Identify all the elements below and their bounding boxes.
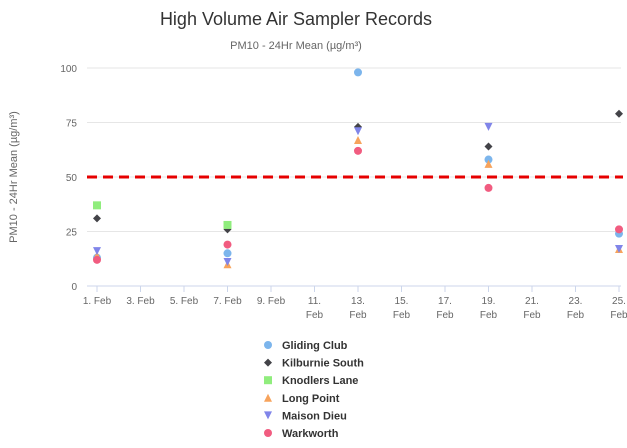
y-tick-label: 100 bbox=[60, 64, 77, 75]
legend[interactable]: Gliding Club Kilburnie South Knodlers Lane… bbox=[264, 340, 364, 440]
x-tick-label: 25. Feb bbox=[610, 296, 627, 321]
x-tick-label: 17. Feb bbox=[436, 296, 454, 321]
data-point-warkworth[interactable] bbox=[223, 240, 232, 249]
y-tick-label: 50 bbox=[66, 173, 78, 184]
legend-symbol-long-point bbox=[264, 393, 272, 402]
series-knodlers-lane bbox=[93, 201, 232, 229]
x-tick-label: 11. Feb bbox=[306, 296, 324, 321]
legend-label-gliding-club: Gliding Club bbox=[282, 340, 348, 352]
series-kilburnie-south bbox=[93, 109, 623, 234]
chart-subtitle: PM10 - 24Hr Mean (µg/m³) bbox=[230, 40, 362, 52]
data-point-warkworth[interactable] bbox=[93, 255, 101, 264]
data-point-gliding-club[interactable] bbox=[354, 68, 362, 77]
legend-label-long-point: Long Point bbox=[282, 393, 340, 405]
data-point-gliding-club[interactable] bbox=[484, 155, 493, 164]
legend-symbol-kilburnie-south bbox=[264, 358, 272, 367]
legend-label-maison-dieu: Maison Dieu bbox=[282, 410, 347, 422]
x-tick-label: 3. Feb bbox=[126, 296, 155, 307]
data-point-gliding-club[interactable] bbox=[223, 249, 232, 258]
data-point-maison-dieu[interactable] bbox=[354, 127, 362, 136]
x-tick-label: 13. Feb bbox=[349, 296, 367, 321]
x-tick-label: 23. Feb bbox=[567, 296, 585, 321]
legend-label-knodlers-lane: Knodlers Lane bbox=[282, 375, 358, 387]
data-point-kilburnie-south[interactable] bbox=[615, 109, 623, 118]
series-long-point bbox=[93, 135, 623, 269]
series-gliding-club bbox=[93, 68, 623, 262]
data-point-maison-dieu[interactable] bbox=[223, 258, 232, 267]
data-point-long-point[interactable] bbox=[484, 159, 493, 168]
x-tick-label: 7. Feb bbox=[213, 296, 242, 307]
legend-symbol-maison-dieu bbox=[264, 411, 272, 420]
data-point-warkworth[interactable] bbox=[484, 183, 493, 192]
x-tick-label: 5. Feb bbox=[170, 296, 199, 307]
data-point-maison-dieu[interactable] bbox=[93, 247, 101, 256]
data-point-knodlers-lane[interactable] bbox=[93, 201, 101, 210]
axes: 0 25 50 75 100 1. Feb 3. Feb 5. Feb 7. Feb 9. Feb… bbox=[60, 64, 627, 321]
y-tick-label: 75 bbox=[66, 119, 78, 130]
legend-item-maison-dieu[interactable]: Maison Dieu bbox=[264, 410, 347, 422]
x-tick-label: 19. Feb bbox=[480, 296, 498, 321]
legend-item-long-point[interactable]: Long Point bbox=[264, 393, 340, 405]
x-tick-label: 15. Feb bbox=[393, 296, 411, 321]
grid-lines bbox=[87, 67, 621, 232]
x-tick-label: 21. Feb bbox=[523, 296, 541, 321]
data-point-kilburnie-south[interactable] bbox=[484, 142, 493, 151]
chart-title: High Volume Air Sampler Records bbox=[160, 9, 432, 29]
series-warkworth bbox=[93, 146, 623, 264]
data-point-kilburnie-south[interactable] bbox=[93, 214, 101, 223]
legend-label-kilburnie-south: Kilburnie South bbox=[282, 358, 364, 370]
series-maison-dieu bbox=[93, 122, 623, 267]
legend-symbol-knodlers-lane bbox=[264, 376, 272, 385]
y-tick-label: 25 bbox=[66, 228, 78, 239]
data-point-knodlers-lane[interactable] bbox=[223, 220, 232, 229]
y-tick-label: 0 bbox=[71, 282, 77, 293]
legend-item-knodlers-lane[interactable]: Knodlers Lane bbox=[264, 375, 358, 387]
data-point-maison-dieu[interactable] bbox=[615, 244, 623, 253]
legend-label-warkworth: Warkworth bbox=[282, 428, 339, 440]
data-point-warkworth[interactable] bbox=[354, 146, 362, 155]
data-points bbox=[93, 68, 623, 269]
data-point-long-point[interactable] bbox=[354, 135, 362, 144]
data-point-warkworth[interactable] bbox=[615, 225, 623, 234]
x-tick-label: 1. Feb bbox=[83, 296, 112, 307]
legend-symbol-gliding-club bbox=[264, 341, 272, 349]
legend-item-kilburnie-south[interactable]: Kilburnie South bbox=[264, 358, 364, 370]
legend-item-warkworth[interactable]: Warkworth bbox=[264, 428, 339, 440]
y-axis-title: PM10 - 24Hr Mean (µg/m³) bbox=[8, 111, 20, 243]
data-point-maison-dieu[interactable] bbox=[484, 122, 493, 131]
legend-item-gliding-club[interactable]: Gliding Club bbox=[264, 340, 348, 352]
legend-symbol-warkworth bbox=[264, 429, 272, 437]
x-tick-label: 9. Feb bbox=[257, 296, 286, 307]
